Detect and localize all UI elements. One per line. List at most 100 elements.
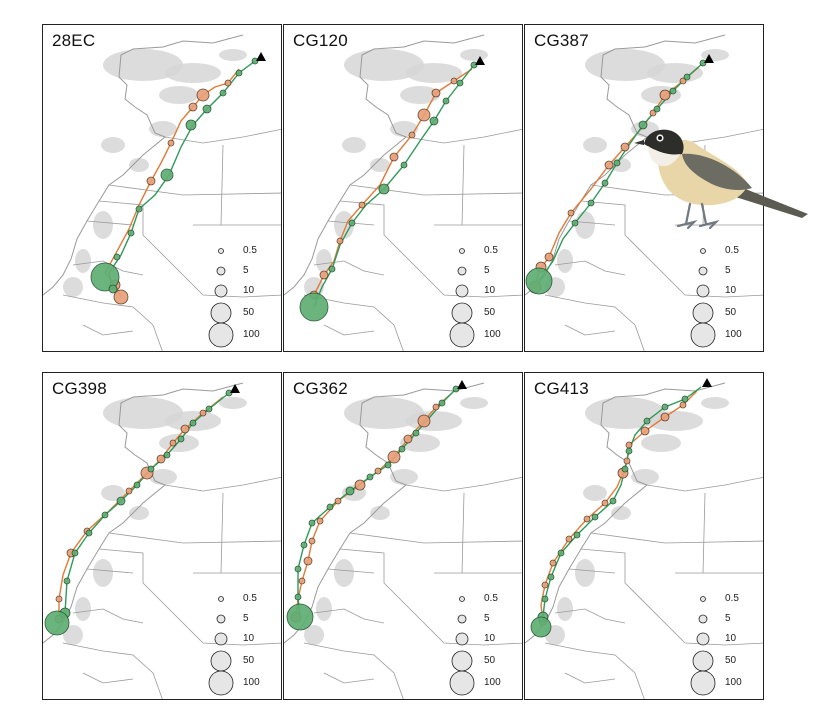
stopover-circle-spring: [565, 535, 573, 543]
stopover-circle-spring: [303, 556, 313, 566]
terrain-shade: [159, 86, 199, 104]
stopover-circle-spring: [298, 577, 306, 585]
coastline: [525, 382, 726, 644]
terrain-shade: [93, 211, 113, 239]
stopover-circle-spring: [679, 401, 687, 409]
stopover-circle-spring: [319, 270, 329, 280]
stopover-circle-spring: [601, 499, 609, 507]
map-svg: [525, 378, 763, 699]
stopover-circle-autumn: [683, 73, 691, 81]
terrain-shade: [641, 434, 681, 452]
legend-size-label: 10: [484, 285, 496, 296]
stopover-circle-spring: [604, 160, 614, 170]
legend-size-circle: [696, 632, 710, 646]
legend-size-circle: [218, 596, 224, 602]
map-panel-28ec: 28EC 0.5 5 10 50 100: [42, 24, 282, 352]
map-panel-cg120: CG120 0.5 5 10 50 100: [283, 24, 523, 352]
terrain-shade: [129, 506, 149, 520]
terrain-shade: [304, 277, 324, 297]
stopover-circle-spring: [417, 108, 431, 122]
country-border: [164, 476, 281, 492]
legend-size-label: 0.5: [725, 593, 739, 604]
stopover-circle-autumn: [541, 595, 549, 603]
legend-size-circle: [457, 614, 467, 624]
legend-size-label: 5: [243, 265, 249, 276]
autumn-route-line: [540, 386, 702, 628]
legend-size-label: 100: [484, 329, 501, 340]
stopover-circle-autumn: [348, 219, 356, 227]
terrain-shade: [611, 506, 631, 520]
stopover-circle-autumn: [147, 465, 155, 473]
stopover-circle-spring: [146, 176, 156, 186]
stopover-circle-spring: [417, 414, 431, 428]
country-border: [62, 642, 163, 699]
coastline: [284, 382, 485, 644]
breeding-site-marker: [475, 56, 485, 65]
terrain-shade: [101, 137, 125, 153]
legend-size-label: 0.5: [484, 593, 498, 604]
stopover-circle-autumn: [326, 503, 334, 511]
terrain-shade: [219, 49, 247, 61]
country-border: [86, 568, 134, 574]
country-border: [108, 184, 281, 196]
legend-size-label: 0.5: [243, 593, 257, 604]
stopover-circle-autumn: [601, 179, 609, 187]
stopover-circle-spring: [659, 89, 671, 101]
stopover-circle-autumn: [442, 97, 450, 105]
legend-size-label: 100: [484, 677, 501, 688]
stopover-circle-autumn: [587, 199, 595, 207]
country-border: [339, 548, 522, 646]
terrain-shade: [334, 559, 354, 587]
terrain-shade: [93, 559, 113, 587]
stopover-circle-autumn: [185, 119, 197, 131]
terrain-shade: [63, 277, 83, 297]
map-panel-cg413: CG413 0.5 5 10 50 100: [524, 372, 764, 700]
stopover-circle-spring: [156, 454, 166, 464]
stopover-circle-autumn: [400, 161, 408, 169]
breeding-site-marker: [230, 384, 240, 393]
terrain-shade: [342, 137, 366, 153]
country-border: [590, 532, 763, 544]
stopover-circle-autumn: [384, 461, 392, 469]
country-border: [62, 294, 163, 351]
coastline: [284, 34, 485, 296]
terrain-shade: [316, 249, 332, 273]
stopover-circle-autumn: [547, 573, 555, 581]
map-svg: [525, 34, 763, 351]
terrain-shade: [400, 86, 440, 104]
legend-size-label: 100: [725, 329, 742, 340]
legend-size-label: 10: [484, 633, 496, 644]
bird-illustration: [634, 129, 808, 230]
stopover-circle-autumn: [135, 205, 143, 213]
stopover-circle-autumn: [398, 445, 406, 453]
panel-title: CG362: [293, 379, 348, 398]
stopover-circle-spring: [196, 88, 210, 102]
stopover-circle-autumn: [101, 511, 109, 519]
terrain-shade: [460, 397, 488, 409]
stopover-circle-spring: [55, 595, 63, 603]
terrain-shade: [75, 597, 91, 621]
coastline: [43, 34, 244, 296]
legend-size-circle: [451, 302, 473, 324]
breeding-site-marker: [704, 54, 714, 63]
stopover-circle-autumn: [345, 486, 355, 496]
country-border: [98, 548, 281, 646]
legend-size-circle: [455, 284, 469, 298]
stopover-circle-spring: [660, 412, 670, 422]
breeding-site-marker: [457, 380, 467, 389]
country-border: [461, 144, 465, 226]
map-panel-cg398: CG398 0.5 5 10 50 100: [42, 372, 282, 700]
country-border: [108, 532, 281, 544]
country-border: [544, 642, 645, 699]
legend-size-label: 10: [725, 285, 737, 296]
stopover-circle-spring: [620, 142, 630, 152]
terrain-shade: [63, 625, 83, 645]
terrain-shade: [344, 49, 424, 81]
stopover-circle-autumn: [609, 497, 617, 505]
stopover-circle-spring: [125, 487, 133, 495]
legend-size-label: 100: [243, 329, 260, 340]
legend-size-label: 10: [243, 633, 255, 644]
map-svg: [43, 382, 281, 699]
legend-size-circle: [210, 650, 232, 672]
country-border: [313, 260, 385, 276]
